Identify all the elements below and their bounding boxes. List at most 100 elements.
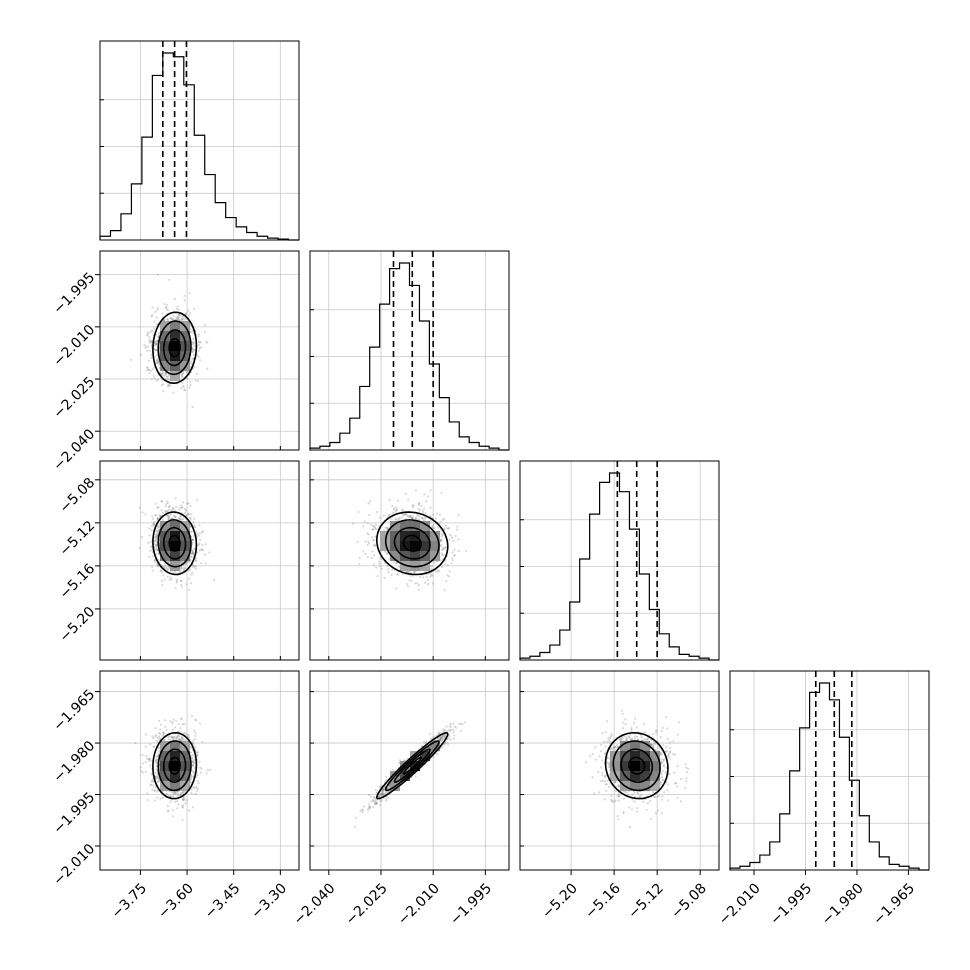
sample-point [129, 358, 132, 361]
sample-point [186, 370, 189, 373]
sample-point [191, 760, 194, 763]
contour-line [157, 740, 192, 792]
sample-point [156, 548, 159, 552]
sample-point [153, 540, 156, 543]
sample-point [158, 736, 161, 740]
sample-point [193, 344, 196, 348]
sample-point [186, 561, 189, 564]
sample-point [187, 588, 191, 591]
sample-point [192, 520, 195, 523]
sample-point [180, 504, 183, 507]
sample-point [150, 529, 153, 532]
sample-point [192, 739, 195, 742]
sample-point [166, 810, 169, 813]
sample-point [144, 513, 147, 516]
sample-point [194, 379, 197, 382]
sample-point [391, 505, 394, 508]
sample-point [184, 567, 187, 570]
sample-point [157, 779, 160, 783]
sample-point [166, 792, 169, 795]
sample-point [357, 563, 361, 566]
sample-point [431, 564, 434, 568]
sample-point [148, 349, 152, 352]
sample-point [172, 738, 175, 741]
sample-point [189, 312, 192, 315]
sample-point [432, 561, 435, 564]
sample-point [191, 552, 194, 555]
sample-point [433, 526, 436, 530]
contour-line [157, 320, 192, 376]
sample-point [152, 737, 155, 740]
sample-point [169, 517, 172, 520]
density-cell [430, 541, 440, 551]
sample-point [380, 568, 383, 571]
sample-point [197, 343, 200, 347]
density-cell [160, 331, 170, 341]
sample-point [155, 537, 158, 540]
sample-point [450, 557, 453, 560]
sample-point [442, 527, 446, 531]
sample-point [420, 504, 423, 508]
sample-point [166, 567, 169, 571]
sample-point [192, 761, 195, 765]
sample-point [183, 317, 186, 320]
sample-point [185, 370, 188, 373]
sample-point [166, 575, 169, 578]
sample-point [376, 575, 379, 578]
sample-point [189, 505, 192, 508]
sample-point [168, 565, 171, 568]
sample-point [155, 758, 158, 761]
sample-point [442, 554, 445, 557]
sample-point [371, 550, 374, 553]
sample-point [188, 560, 191, 563]
sample-point [175, 807, 179, 810]
sample-point [189, 751, 193, 754]
sample-point [154, 775, 157, 778]
sample-point [191, 329, 194, 332]
sample-point [166, 500, 169, 503]
axes-frame [309, 460, 510, 661]
sample-point [190, 530, 193, 533]
sample-point [154, 341, 157, 344]
sample-point [195, 785, 198, 789]
sample-point [150, 353, 153, 356]
sample-point [154, 514, 157, 517]
density-cell [180, 771, 190, 781]
sample-point [191, 551, 194, 554]
sample-point [165, 567, 168, 570]
sample-point [367, 542, 371, 545]
sample-point [444, 524, 447, 527]
histogram-panel-3 [729, 670, 930, 871]
sample-point [168, 794, 171, 797]
sample-point [423, 493, 426, 496]
sample-point [174, 738, 178, 741]
sample-point [154, 734, 158, 737]
sample-point [406, 570, 409, 573]
sample-point [444, 546, 447, 549]
sample-point [393, 507, 396, 510]
sample-point [447, 526, 450, 530]
sample-point [182, 796, 185, 799]
sample-point [438, 513, 441, 516]
sample-point [148, 757, 151, 761]
sample-point [191, 741, 194, 744]
sample-point [200, 346, 203, 349]
sample-point [154, 771, 157, 774]
sample-point [448, 570, 451, 573]
sample-point [448, 539, 451, 542]
sample-point [375, 566, 378, 569]
sample-point [183, 389, 186, 392]
sample-point [166, 303, 169, 306]
contour-line [402, 534, 423, 552]
sample-point [408, 570, 411, 573]
sample-point [187, 736, 191, 739]
sample-point [190, 774, 193, 778]
sample-point [153, 559, 156, 562]
sample-point [176, 790, 179, 794]
sample-point [179, 518, 182, 521]
sample-point [168, 278, 171, 281]
sample-point [178, 570, 181, 573]
sample-point [198, 543, 201, 546]
sample-point [165, 308, 168, 311]
sample-point [196, 354, 199, 357]
